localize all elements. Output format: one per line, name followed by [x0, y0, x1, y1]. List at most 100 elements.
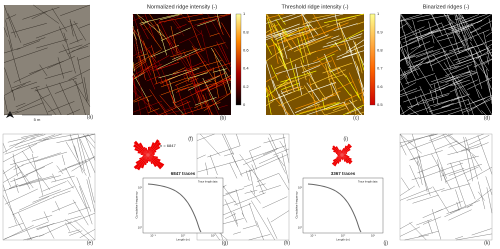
trace: [463, 46, 491, 82]
x-axis-label: Length (m): [176, 238, 190, 242]
trace: [343, 101, 349, 110]
trace: [300, 62, 326, 99]
trace: [329, 67, 341, 73]
trace: [35, 22, 78, 39]
trace: [176, 84, 187, 116]
trace: [244, 190, 258, 194]
trace: [172, 60, 206, 76]
trace: [466, 98, 486, 105]
trace: [345, 74, 360, 98]
trace: [242, 225, 256, 230]
trace: [194, 97, 217, 106]
trace: [77, 55, 91, 61]
trace: [160, 76, 177, 84]
trace: [189, 70, 203, 100]
trace: [183, 75, 198, 110]
trace: [399, 104, 405, 116]
trace: [2, 195, 23, 231]
trace: [63, 32, 76, 74]
trace: [450, 162, 467, 207]
trace: [157, 48, 200, 70]
trace: [344, 92, 364, 101]
trace: [175, 87, 188, 93]
trace: [281, 153, 290, 184]
rose-petal: [337, 155, 342, 156]
trace: [179, 33, 202, 44]
trace: [200, 133, 221, 156]
trace: [418, 155, 428, 192]
trace: [427, 22, 454, 34]
trace: [313, 13, 327, 38]
trace: [461, 14, 482, 55]
trace: [454, 26, 466, 47]
trace: [324, 53, 331, 68]
trace: [353, 40, 365, 66]
trace: [278, 56, 286, 69]
trace: [307, 103, 321, 109]
trace: [348, 33, 363, 39]
trace: [441, 183, 471, 192]
trace: [356, 21, 365, 25]
trace: [399, 13, 423, 22]
trace: [133, 95, 152, 103]
trace: [202, 13, 232, 24]
trace: [133, 84, 159, 116]
trace: [430, 46, 473, 67]
trace: [68, 68, 91, 81]
trace: [322, 36, 362, 48]
rose-petal: [148, 153, 155, 155]
trace: [224, 133, 234, 155]
trace: [87, 133, 96, 144]
trace: [160, 13, 183, 20]
rose-petal: [342, 145, 352, 155]
trace: [170, 25, 178, 54]
trace: [447, 133, 476, 157]
trace: [160, 103, 166, 111]
trace: [54, 82, 83, 94]
trace: [171, 95, 176, 105]
trace: [22, 37, 46, 46]
plot-title: 6847 traces: [171, 171, 196, 176]
trace: [2, 171, 22, 183]
trace: [417, 29, 440, 40]
trace: [233, 211, 238, 225]
trace: [58, 168, 67, 173]
trace: [265, 71, 283, 83]
panel-title: Normalized ridge intensity (-): [147, 4, 217, 10]
trace: [453, 52, 478, 61]
rose-petal: [147, 149, 148, 155]
trace: [77, 133, 91, 178]
panel-label: (f): [188, 136, 193, 142]
rose-petal: [148, 152, 155, 155]
trace: [277, 13, 286, 25]
trace: [278, 92, 308, 107]
trace: [325, 104, 345, 111]
trace: [32, 186, 75, 203]
trace: [469, 20, 493, 34]
trace: [449, 79, 479, 93]
trace: [65, 222, 71, 232]
trace: [416, 219, 432, 226]
trace: [458, 89, 470, 116]
trace: [76, 177, 92, 212]
trace: [429, 105, 450, 112]
trace: [427, 220, 433, 234]
trace: [58, 26, 66, 43]
trace: [2, 138, 28, 154]
rose-petal: [148, 155, 161, 162]
trace: [399, 61, 424, 76]
trace: [442, 48, 452, 69]
trace: [270, 92, 292, 102]
trace: [334, 41, 341, 51]
trace: [265, 24, 310, 38]
trace: [23, 234, 45, 241]
trace: [67, 213, 96, 225]
trace: [141, 58, 156, 90]
trace: [279, 33, 288, 60]
trace: [459, 161, 476, 200]
trace: [12, 89, 16, 101]
trace: [86, 179, 96, 213]
trace: [399, 40, 408, 66]
rose-petal: [148, 146, 150, 155]
trace: [331, 56, 340, 75]
